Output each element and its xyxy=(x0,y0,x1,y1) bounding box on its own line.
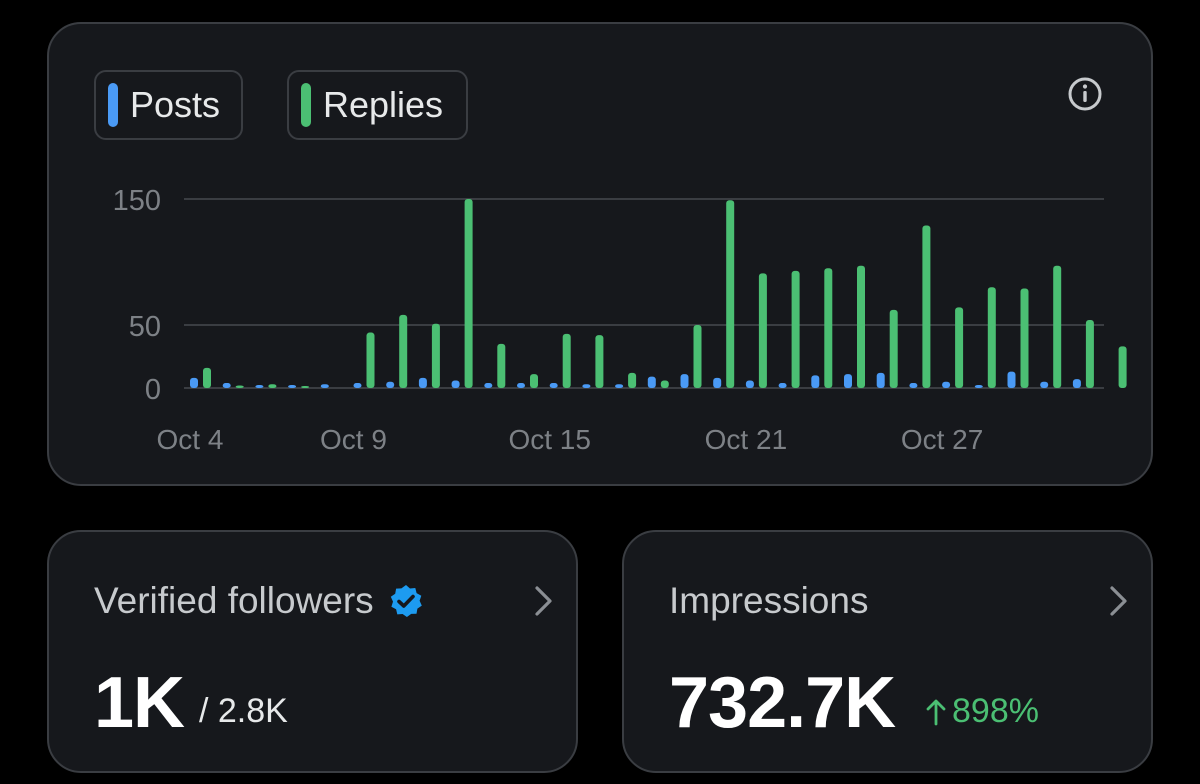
replies-bar xyxy=(235,385,244,388)
posts-bar xyxy=(713,377,722,388)
x-tick-label: Oct 21 xyxy=(705,424,787,455)
posts-bar xyxy=(582,384,591,388)
x-tick-label: Oct 27 xyxy=(901,424,983,455)
legend-toggle-posts[interactable]: Posts xyxy=(94,70,243,140)
impressions-title: Impressions xyxy=(669,580,869,621)
replies-bar xyxy=(203,367,211,388)
impressions-card[interactable]: Impressions 732.7K 898% xyxy=(622,530,1153,773)
impressions-change: 898% xyxy=(926,692,1039,731)
posts-bar xyxy=(942,381,951,388)
posts-bar xyxy=(909,382,918,388)
replies-bar xyxy=(268,384,277,388)
replies-bar xyxy=(464,199,473,388)
x-tick-label: Oct 4 xyxy=(157,424,224,455)
replies-bar xyxy=(889,309,898,388)
replies-bar xyxy=(628,372,637,388)
posts-bar xyxy=(255,385,264,388)
replies-bar xyxy=(857,265,865,388)
posts-bar xyxy=(844,374,852,388)
replies-bar xyxy=(1118,346,1127,388)
posts-bar xyxy=(876,372,885,388)
x-tick-label: Oct 15 xyxy=(508,424,590,455)
posts-bar xyxy=(647,376,656,388)
replies-bar xyxy=(955,307,964,388)
replies-bar xyxy=(366,332,375,388)
posts-bar xyxy=(811,375,820,388)
posts-bar xyxy=(190,377,198,388)
posts-bar xyxy=(386,381,395,388)
posts-bar xyxy=(1007,371,1016,388)
replies-bar xyxy=(530,374,538,388)
y-tick-label: 50 xyxy=(129,311,161,343)
posts-bar xyxy=(353,382,362,388)
posts-bar xyxy=(974,385,983,388)
replies-bar xyxy=(726,200,735,388)
impressions-change-value: 898% xyxy=(952,692,1039,730)
verified-followers-value: 1K xyxy=(94,663,185,743)
verified-followers-card[interactable]: Verified followers 1K / 2.8K xyxy=(47,530,578,773)
post-activity-chart-card: Posts Replies 0 50 150 Oct 4 Oct 9 Oct 15 Oct … xyxy=(47,22,1153,486)
y-tick-label: 150 xyxy=(113,185,161,217)
y-tick-label: 0 xyxy=(145,374,161,406)
posts-bar xyxy=(778,382,787,388)
posts-bar xyxy=(320,384,329,388)
posts-bar xyxy=(745,380,754,388)
x-tick-label: Oct 9 xyxy=(320,424,387,455)
replies-bar xyxy=(693,325,702,388)
posts-bar xyxy=(680,374,689,388)
replies-bar xyxy=(922,225,931,388)
chevron-right-icon xyxy=(1110,586,1127,616)
replies-bar xyxy=(301,386,310,388)
chevron-right-icon xyxy=(535,586,552,616)
posts-bar xyxy=(615,384,624,388)
replies-swatch xyxy=(301,83,311,127)
posts-bar xyxy=(1040,381,1049,388)
verified-followers-title-row: Verified followers xyxy=(94,580,424,622)
replies-bar xyxy=(595,335,604,388)
posts-swatch xyxy=(108,83,118,127)
legend-toggle-replies[interactable]: Replies xyxy=(287,70,468,140)
posts-bar xyxy=(451,380,460,388)
bar-chart: 0 50 150 Oct 4 Oct 9 Oct 15 Oct 21 Oct 27 xyxy=(113,185,1127,455)
replies-bar xyxy=(791,270,800,388)
legend-label-posts: Posts xyxy=(130,84,221,125)
replies-bar xyxy=(660,380,669,388)
replies-bar xyxy=(1053,265,1062,388)
posts-bar xyxy=(484,382,493,388)
replies-bar xyxy=(399,314,408,388)
posts-bar xyxy=(549,382,558,388)
arrow-up-icon xyxy=(926,699,946,725)
posts-bar xyxy=(222,382,231,388)
verified-badge-icon xyxy=(390,585,422,617)
replies-bar xyxy=(758,273,767,388)
impressions-value: 732.7K xyxy=(669,663,896,743)
legend-label-replies: Replies xyxy=(323,84,444,125)
info-icon[interactable] xyxy=(1067,76,1103,112)
replies-bar xyxy=(1020,288,1029,388)
posts-bar xyxy=(418,377,427,388)
replies-bar xyxy=(562,333,571,388)
posts-bar xyxy=(288,385,297,388)
replies-bar xyxy=(824,268,833,388)
replies-bar xyxy=(987,287,996,388)
followers-total: / 2.8K xyxy=(199,692,288,730)
posts-bar xyxy=(1072,379,1081,388)
verified-followers-title: Verified followers xyxy=(94,580,374,621)
posts-bar xyxy=(517,382,525,388)
replies-bar xyxy=(497,343,506,388)
replies-bar xyxy=(431,323,440,388)
replies-bar xyxy=(1085,319,1094,388)
